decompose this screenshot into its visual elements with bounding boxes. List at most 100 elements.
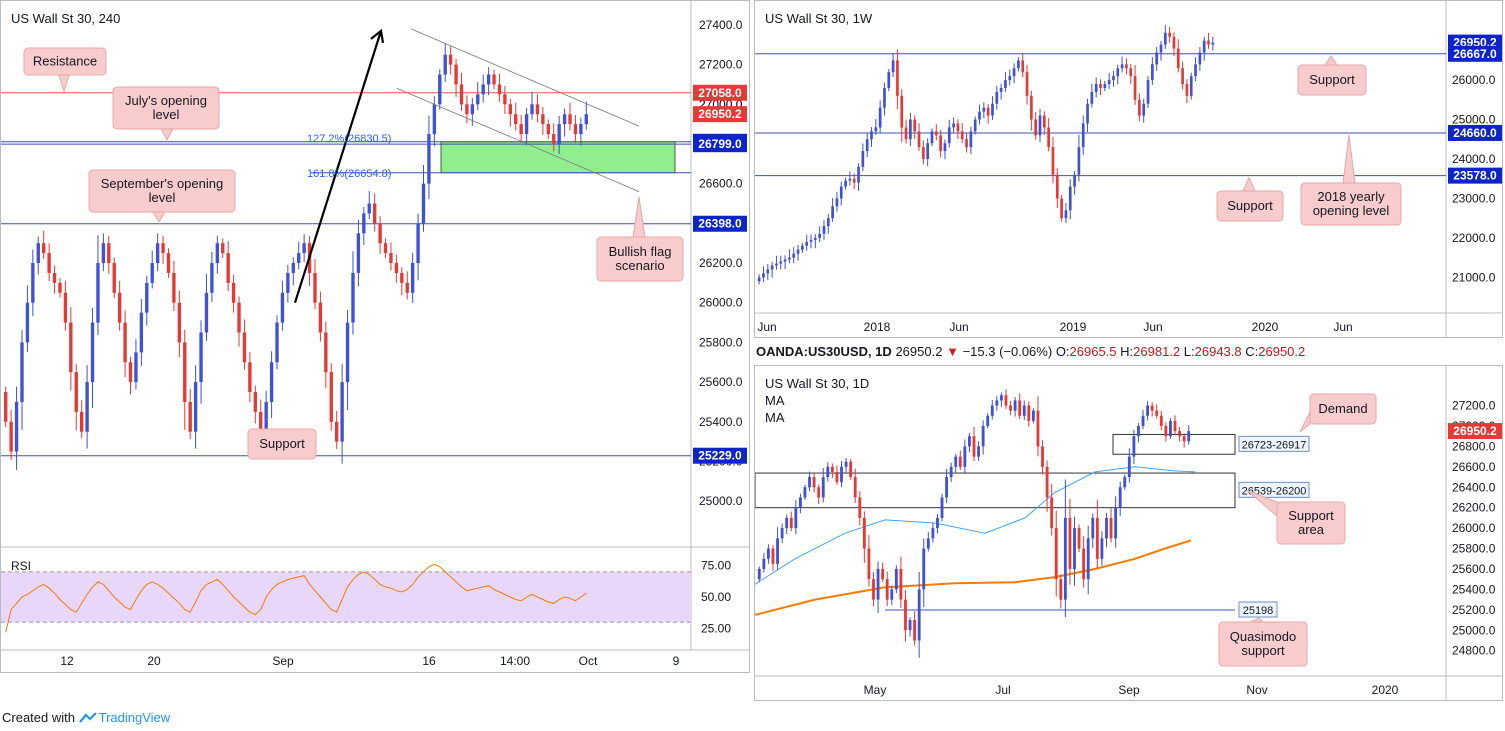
h4-candle-body [530,104,534,115]
weekly-candle-body [775,263,778,266]
weekly-candle-22 [852,173,856,190]
weekly-candle-51 [978,104,981,125]
daily-candle-46 [968,432,971,453]
weekly-candle-body [822,226,826,234]
daily-candle-23 [862,511,866,563]
h4-x-tick-2: Sep [272,654,294,668]
daily-candle-body [1173,420,1177,432]
footer-attribution[interactable]: Created with TradingView [2,710,170,727]
h4-candle-71 [389,242,393,271]
weekly-candle-body [1198,52,1202,65]
h4-candle-2 [14,386,19,471]
h4-candle-body [389,253,393,264]
daily-candle-body [1027,405,1031,421]
weekly-candle-21 [848,171,852,186]
weekly-candle-29 [883,82,886,116]
h4-candle-body [351,272,355,323]
weekly-candle-91 [1151,57,1154,85]
weekly-chart-svg[interactable]: 27000.026000.025000.024000.023000.022000… [755,1,1502,337]
h4-candle-10 [58,278,62,298]
daily-y-tick-9: 25400.0 [1452,582,1496,596]
daily-candle-body [890,589,894,600]
h4-chart-panel[interactable]: US Wall St 30, 240 127.2%(26830.5) 161.8… [0,0,750,673]
daily-candle-body [936,517,939,529]
h4-x-tick-3: 16 [422,654,436,668]
ohlc-low: 26943.8 [1194,344,1242,359]
h4-fib-127-label: 127.2%(26830.5) [307,133,391,145]
weekly-candle-55 [995,85,999,110]
h4-candle-100 [546,119,550,139]
weekly-candle-37 [917,123,921,151]
weekly-candle-52 [982,102,986,119]
h4-candle-body [324,332,328,373]
daily-price-tag-0: 26950.2 [1453,424,1497,438]
weekly-candle-64 [1034,111,1038,140]
weekly-candle-63 [1030,90,1033,131]
weekly-candle-35 [909,112,912,146]
weekly-candle-50 [973,116,977,135]
h4-candle-body [372,203,377,224]
daily-chart-panel[interactable]: US Wall St 30, 1D MA MA 26723-26917 26539… [754,365,1503,701]
daily-candle-body [776,538,779,564]
daily-candle-body [1073,528,1076,569]
daily-candle-28 [885,571,889,606]
h4-candle-29 [161,235,165,264]
h4-candle-body [541,114,545,125]
h4-candle-body [188,401,192,432]
daily-y-tick-11: 25000.0 [1452,623,1496,637]
h4-candle-89 [486,67,491,96]
daily-candle-27 [881,562,885,583]
h4-candle-73 [400,267,404,296]
weekly-candle-body [805,241,809,246]
weekly-candle-body [1125,64,1128,69]
weekly-chart-panel[interactable]: US Wall St 30, 1W 27000.026000.025000.02… [754,0,1503,338]
h4-candle-37 [204,274,209,341]
h4-candle-4 [25,285,30,353]
h4-price-tag-1: 26950.2 [698,107,742,121]
h4-candle-67 [367,191,371,220]
h4-candle-body [204,292,209,333]
h4-candle-body [264,401,268,432]
h4-candle-body [4,392,8,422]
h4-candle-body [145,282,149,313]
daily-moving-averages [755,466,1196,616]
weekly-candle-body [1055,174,1059,199]
weekly-candle-86 [1129,63,1133,84]
h4-support-callout: Support [247,428,317,460]
weekly-candle-81 [1107,72,1111,89]
daily-candle-body [885,579,889,600]
h4-candle-18 [101,233,106,272]
daily-candle-17 [835,465,839,486]
weekly-support-bottom-callout-box [1216,190,1284,222]
h4-candle-body [25,302,30,343]
daily-candle-75 [1100,531,1104,566]
weekly-candle-13 [813,234,817,249]
h4-candle-body [74,372,78,412]
weekly-candle-25 [865,133,869,158]
daily-candle-body [1086,538,1090,580]
h4-chart-svg[interactable]: 127.2%(26830.5) 161.8%(26654.8) 27400.0 2… [1,1,749,672]
weekly-y-tick-2: 25000.0 [1452,113,1496,127]
h4-candle-body [356,233,361,273]
h4-candle-body [79,411,84,432]
daily-y-tick-0: 27200.0 [1452,399,1496,413]
ohlc-low-label: L: [1183,344,1195,359]
daily-chart-title: US Wall St 30, 1D [765,376,870,391]
weekly-candle-59 [1012,63,1016,84]
weekly-candle-70 [1060,194,1063,222]
h4-candle-33 [183,329,187,430]
daily-candle-80 [1123,474,1127,490]
daily-quasimodo-label-bg [1238,601,1278,618]
weekly-candle-body [939,135,942,152]
h4-candle-82 [448,46,453,75]
daily-candle-36 [922,538,926,608]
weekly-x-tick-4: Jun [1143,320,1162,334]
daily-quasimodo-callout-box [1218,621,1308,667]
daily-candle-body [1132,436,1136,457]
h4-candle-17 [96,235,100,336]
weekly-candle-body [965,139,968,148]
weekly-candle-body [1176,48,1180,69]
h4-candle-body [454,64,458,85]
daily-candle-7 [789,511,793,531]
